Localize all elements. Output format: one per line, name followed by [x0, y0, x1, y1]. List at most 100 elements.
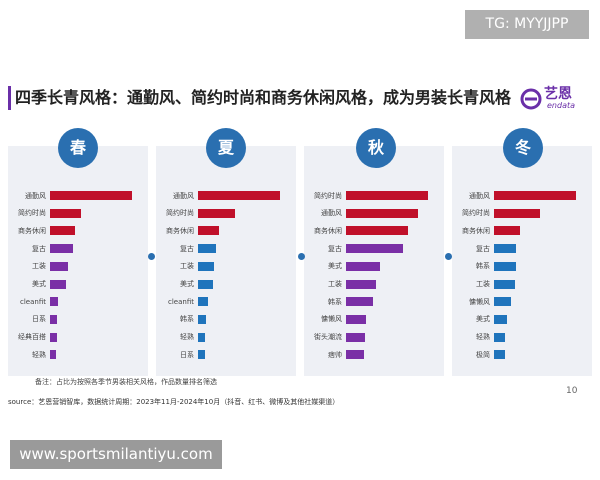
watermark-top: TG: MYYJJPP [465, 10, 589, 39]
bar-label: 日系 [180, 350, 194, 359]
bar [50, 314, 58, 324]
bar-label: 韩系 [476, 262, 490, 271]
bar-label: cleanfit [20, 297, 46, 306]
bar [346, 350, 365, 360]
bar-label: 商务休闲 [462, 226, 490, 235]
bar-label: 复古 [476, 244, 490, 253]
page-title: 四季长青风格：通勤风、简约时尚和商务休闲风格，成为男装长青风格 [15, 88, 512, 107]
bar [494, 350, 505, 360]
bar-label: 美式 [180, 280, 194, 288]
bar [494, 297, 512, 307]
bar [346, 314, 366, 324]
separator-dot [148, 253, 155, 260]
bar-label: 街头潮流 [314, 333, 342, 342]
bar-label: 轻熟 [32, 350, 46, 359]
bar-label: 复古 [328, 244, 342, 253]
bar [198, 261, 215, 271]
bar [50, 226, 76, 236]
bar-label: 商务休闲 [166, 226, 194, 235]
bar-label: 简约时尚 [462, 209, 490, 218]
page-number: 10 [566, 386, 578, 396]
source-line: source：艺恩营销智库，数据统计周期：2023年11月-2024年10月（抖… [8, 398, 340, 406]
bar-label: 工装 [328, 280, 342, 288]
season-badge: 秋 [356, 128, 396, 168]
bar-label: 通勤风 [173, 191, 194, 200]
bar [50, 244, 73, 254]
bar [494, 261, 517, 271]
bar [494, 191, 576, 200]
logo-name: 艺恩 [544, 86, 572, 102]
bar-label: 工装 [476, 280, 490, 288]
bar-label: 轻熟 [476, 333, 490, 342]
bar-label: 商务休闲 [18, 226, 46, 235]
season-badge: 冬 [503, 128, 543, 168]
bar-label: 日系 [32, 315, 46, 324]
bar [50, 350, 56, 360]
bar-label: 商务休闲 [314, 226, 342, 235]
bar [198, 350, 205, 360]
bar [346, 332, 365, 342]
bar [346, 279, 377, 289]
bar-label: 极简 [476, 350, 490, 359]
bar [50, 208, 82, 218]
bar-label: 韩系 [328, 297, 342, 306]
season-panel [156, 146, 296, 376]
bar [198, 297, 208, 307]
bar-label: 经典百搭 [18, 333, 46, 342]
bar [494, 279, 516, 289]
season-panel [8, 146, 148, 376]
bar [50, 261, 69, 271]
separator-dot [298, 253, 305, 260]
bar-label: 慵懒风 [321, 315, 342, 324]
bar [494, 226, 521, 236]
bar [198, 208, 235, 218]
bar-label: 美式 [328, 262, 342, 271]
bar [198, 191, 280, 200]
bar [346, 208, 419, 218]
bar-label: 简约时尚 [166, 209, 194, 218]
bar [494, 208, 540, 218]
bar [198, 226, 220, 236]
bar-label: 痞帅 [328, 350, 342, 359]
season-panel [304, 146, 444, 376]
bar-label: 轻熟 [180, 333, 194, 342]
bar [198, 279, 213, 289]
endata-logo: 艺恩 endata [520, 86, 590, 112]
season-badge: 春 [58, 128, 98, 168]
bar [50, 191, 132, 200]
bar-label: 复古 [32, 244, 46, 253]
chart-note: 备注：占比为按照各季节男装相关风格，作品数量排名筛选 [35, 378, 217, 386]
bar [50, 279, 66, 289]
bar-label: 通勤风 [321, 209, 342, 218]
bar [50, 297, 59, 307]
watermark-bottom: www.sportsmilantiyu.com [10, 440, 222, 469]
bar-label: 通勤风 [469, 191, 490, 200]
bar-label: 美式 [32, 280, 46, 288]
bar [346, 261, 381, 271]
season-panel [452, 146, 592, 376]
bar-label: 简约时尚 [18, 209, 46, 218]
bar-label: 简约时尚 [314, 191, 342, 200]
bar [198, 314, 207, 324]
bar-label: 慵懒风 [469, 297, 490, 306]
bar-label: 通勤风 [25, 191, 46, 200]
bar [50, 332, 57, 342]
bar [198, 332, 206, 342]
season-badge: 夏 [206, 128, 246, 168]
bar [346, 244, 404, 254]
bar [346, 297, 374, 307]
title-accent-bar [8, 86, 11, 110]
bar-label: 韩系 [180, 315, 194, 324]
bar-label: 工装 [32, 262, 46, 271]
separator-dot [445, 253, 452, 260]
bar [494, 314, 508, 324]
bar-label: cleanfit [168, 297, 194, 306]
bar [198, 244, 217, 254]
bar [346, 226, 409, 236]
bar-label: 美式 [476, 315, 490, 324]
endata-logo-icon [520, 88, 542, 110]
logo-subtitle: endata [547, 101, 576, 110]
bar [346, 191, 428, 200]
bar-label: 复古 [180, 244, 194, 253]
bar [494, 244, 517, 254]
